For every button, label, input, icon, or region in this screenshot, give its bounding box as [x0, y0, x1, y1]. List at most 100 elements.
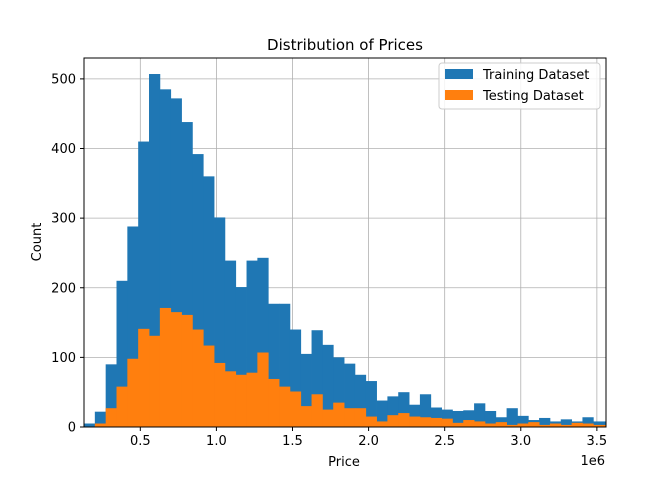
- bar-training-10: [192, 154, 204, 428]
- bar-testing-30: [409, 416, 421, 427]
- bar-training-8: [170, 98, 182, 427]
- bar-training-40: [517, 415, 529, 427]
- bar-training-9: [181, 122, 193, 428]
- bar-testing-13: [224, 371, 237, 427]
- bar-testing-8: [170, 312, 182, 427]
- bar-training-4: [127, 226, 139, 427]
- x-tick-label: 0.5: [130, 434, 151, 449]
- bar-training-24: [344, 363, 356, 427]
- bar-training-39: [506, 408, 518, 427]
- bar-testing-11: [203, 345, 215, 427]
- legend-label-training: Training Dataset: [482, 68, 589, 83]
- bar-testing-42: [539, 424, 551, 427]
- bar-training-12: [214, 217, 226, 427]
- bar-training-42: [539, 417, 551, 427]
- y-tick-label: 0: [68, 421, 76, 436]
- legend: Training Dataset Testing Dataset: [438, 62, 601, 110]
- bar-testing-20: [300, 406, 312, 427]
- bar-training-47: [593, 421, 607, 427]
- bar-testing-40: [517, 423, 529, 427]
- bar-testing-21: [311, 394, 323, 427]
- y-axis-ticks: 0 100 200 300 400 500: [51, 72, 84, 436]
- legend-box: [438, 62, 601, 110]
- bar-training-36: [474, 403, 486, 427]
- bar-testing-7: [159, 307, 172, 427]
- bar-testing-43: [549, 423, 562, 427]
- bar-testing-26: [365, 416, 377, 427]
- bar-training-33: [441, 409, 453, 427]
- bar-testing-29: [398, 413, 410, 427]
- bar-training-19: [289, 329, 302, 427]
- bar-training-20: [300, 353, 312, 427]
- x-tick-label: 1.5: [282, 434, 303, 449]
- bar-testing-39: [506, 424, 518, 427]
- bar-testing-1: [94, 423, 107, 427]
- bar-testing-35: [463, 420, 475, 427]
- bar-testing-44: [560, 424, 573, 427]
- bar-training-18: [279, 303, 291, 427]
- x-tick-label: 3.0: [510, 434, 531, 449]
- bar-training-44: [560, 419, 573, 427]
- bar-training-29: [398, 392, 410, 427]
- x-axis-offset-label: 1e6: [580, 454, 605, 469]
- y-tick-label: 400: [51, 142, 76, 157]
- bar-training-27: [376, 400, 388, 427]
- bar-testing-33: [441, 418, 453, 427]
- bar-training-2: [105, 364, 117, 427]
- bar-testing-9: [181, 314, 193, 427]
- bar-training-30: [409, 404, 421, 427]
- bar-training-13: [224, 260, 237, 427]
- bar-training-17: [268, 303, 280, 427]
- x-tick-label: 2.0: [358, 434, 379, 449]
- x-tick-label: 3.5: [587, 434, 608, 449]
- bar-testing-41: [528, 422, 540, 427]
- bar-testing-46: [582, 423, 594, 427]
- x-axis-ticks: 0.5 1.0 1.5 2.0 2.5 3.0 3.5: [130, 427, 607, 449]
- bars: [84, 74, 607, 428]
- bar-testing-45: [571, 422, 583, 427]
- bar-testing-31: [419, 417, 432, 427]
- x-tick-label: 2.5: [434, 434, 455, 449]
- bar-testing-5: [138, 328, 150, 427]
- bar-training-0: [84, 423, 96, 427]
- bar-training-35: [463, 410, 475, 427]
- bar-training-3: [116, 280, 128, 427]
- y-tick-label: 200: [51, 281, 76, 296]
- bar-testing-10: [192, 329, 204, 427]
- bar-training-32: [430, 407, 442, 427]
- bar-testing-12: [214, 362, 226, 427]
- bar-training-21: [311, 330, 323, 427]
- bar-training-22: [322, 344, 334, 427]
- bar-training-15: [246, 260, 258, 427]
- bar-testing-22: [322, 409, 334, 427]
- bar-training-25: [354, 374, 367, 427]
- bar-testing-24: [344, 408, 356, 427]
- bar-testing-15: [246, 372, 258, 427]
- bar-training-34: [452, 410, 464, 427]
- bar-testing-14: [235, 374, 247, 427]
- y-axis-label: Count: [30, 223, 45, 262]
- bar-testing-16: [257, 352, 269, 427]
- bar-testing-2: [105, 408, 117, 427]
- bar-testing-37: [484, 423, 497, 427]
- bar-testing-4: [127, 358, 139, 427]
- legend-swatch-testing: [445, 90, 473, 100]
- bar-training-5: [138, 141, 150, 427]
- bar-training-14: [235, 287, 247, 427]
- bar-testing-36: [474, 421, 486, 427]
- bar-testing-47: [593, 424, 607, 427]
- bar-training-11: [203, 176, 215, 427]
- bar-testing-19: [289, 391, 302, 427]
- bar-training-16: [257, 257, 269, 427]
- bar-testing-28: [387, 415, 399, 427]
- y-tick-label: 300: [51, 212, 76, 227]
- legend-swatch-training: [445, 69, 473, 79]
- x-axis-label: Price: [328, 455, 360, 470]
- bar-training-31: [419, 394, 432, 427]
- bar-training-26: [365, 381, 377, 427]
- bar-training-46: [582, 417, 594, 427]
- chart-title: Distribution of Prices: [267, 36, 423, 54]
- bar-training-37: [484, 410, 497, 427]
- bar-testing-38: [495, 422, 507, 427]
- bar-training-23: [333, 357, 345, 427]
